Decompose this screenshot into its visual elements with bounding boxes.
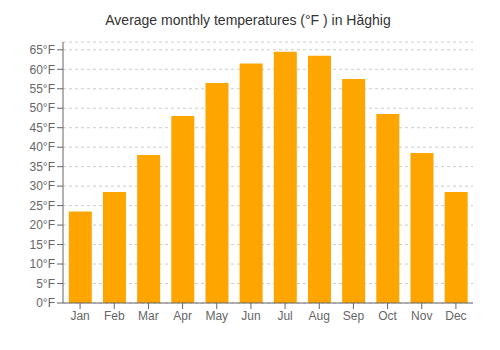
svg-text:Apr: Apr	[173, 309, 192, 323]
svg-text:Aug: Aug	[309, 309, 330, 323]
svg-text:0°F: 0°F	[36, 296, 55, 310]
svg-text:60°F: 60°F	[30, 63, 55, 77]
svg-text:30°F: 30°F	[30, 179, 55, 193]
svg-text:55°F: 55°F	[30, 82, 55, 96]
svg-text:50°F: 50°F	[30, 101, 55, 115]
svg-text:Sep: Sep	[343, 309, 365, 323]
html-text:Average monthly temperatures (: Average monthly temperatures (°F ) in Hă…	[105, 12, 391, 28]
svg-text:40°F: 40°F	[30, 140, 55, 154]
svg-text:Feb: Feb	[104, 309, 125, 323]
svg-text:5°F: 5°F	[36, 277, 55, 291]
svg-text:May: May	[205, 309, 228, 323]
svg-text:Dec: Dec	[445, 309, 466, 323]
svg-text:Jul: Jul	[277, 309, 292, 323]
svg-text:25°F: 25°F	[30, 199, 55, 213]
svg-text:65°F: 65°F	[30, 43, 55, 57]
svg-text:10°F: 10°F	[30, 257, 55, 271]
svg-text:45°F: 45°F	[30, 121, 55, 135]
svg-text:35°F: 35°F	[30, 160, 55, 174]
svg-text:20°F: 20°F	[30, 218, 55, 232]
svg-text:15°F: 15°F	[30, 238, 55, 252]
svg-text:Jun: Jun	[241, 309, 260, 323]
svg-text:Oct: Oct	[378, 309, 397, 323]
svg-text:Mar: Mar	[138, 309, 159, 323]
svg-text:Nov: Nov	[411, 309, 432, 323]
svg-text:Jan: Jan	[70, 309, 89, 323]
